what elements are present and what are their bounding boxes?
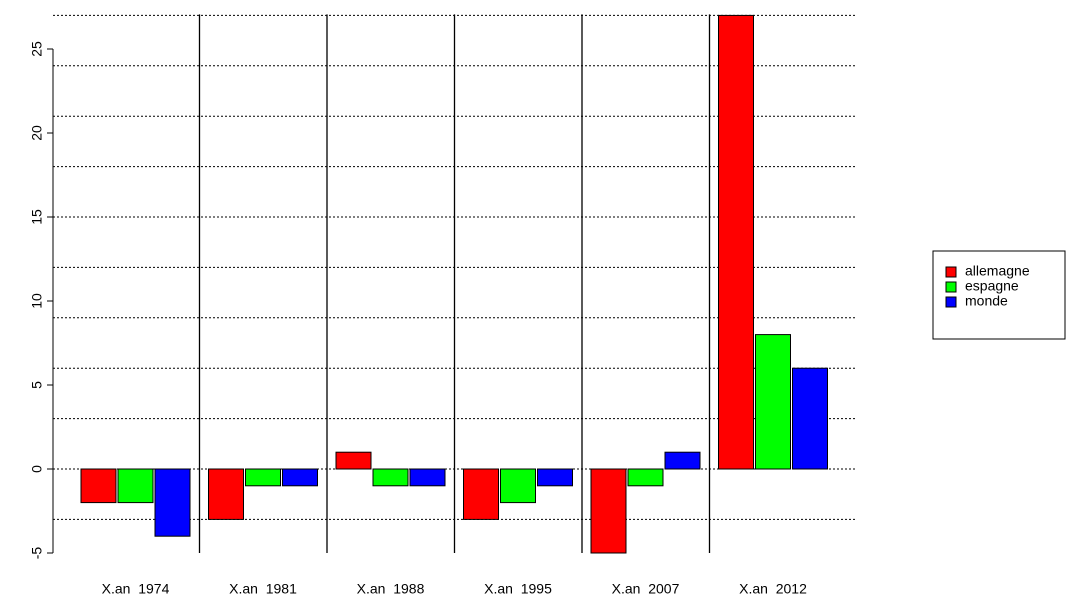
bar: [755, 334, 791, 470]
legend-swatch: [945, 266, 957, 278]
bar: [792, 367, 828, 470]
legend-box: [932, 250, 1066, 340]
bar: [718, 14, 754, 470]
bar: [409, 468, 446, 487]
legend-swatch: [945, 296, 957, 308]
x-tick-label: X.an 1995: [484, 581, 552, 597]
y-tick-label: 20: [29, 125, 45, 141]
y-tick-label: 15: [29, 209, 45, 225]
legend-label: espagne: [965, 278, 1019, 294]
x-tick-label: X.an 1974: [102, 581, 170, 597]
bar: [154, 468, 191, 537]
legend-swatch: [945, 281, 957, 293]
bar: [282, 468, 318, 487]
bar: [590, 468, 627, 554]
bar: [537, 468, 573, 487]
x-tick-label: X.an 2007: [612, 581, 680, 597]
y-tick-label: 10: [29, 293, 45, 309]
bar: [664, 451, 701, 470]
bar: [245, 468, 281, 487]
x-tick-label: X.an 2012: [739, 581, 807, 597]
bar: [335, 451, 372, 470]
bar: [208, 468, 244, 520]
x-tick-label: X.an 1988: [357, 581, 425, 597]
bar: [80, 468, 117, 504]
bar: [500, 468, 536, 504]
y-tick-label: 5: [29, 381, 45, 389]
legend-label: monde: [965, 293, 1008, 309]
y-tick-label: 25: [29, 41, 45, 57]
bar: [627, 468, 664, 487]
y-tick-label: 0: [29, 465, 45, 473]
bar: [372, 468, 409, 487]
bar: [117, 468, 154, 504]
legend-label: allemagne: [965, 263, 1030, 279]
y-tick-label: -5: [29, 547, 45, 560]
x-tick-label: X.an 1981: [229, 581, 297, 597]
bar: [463, 468, 499, 520]
